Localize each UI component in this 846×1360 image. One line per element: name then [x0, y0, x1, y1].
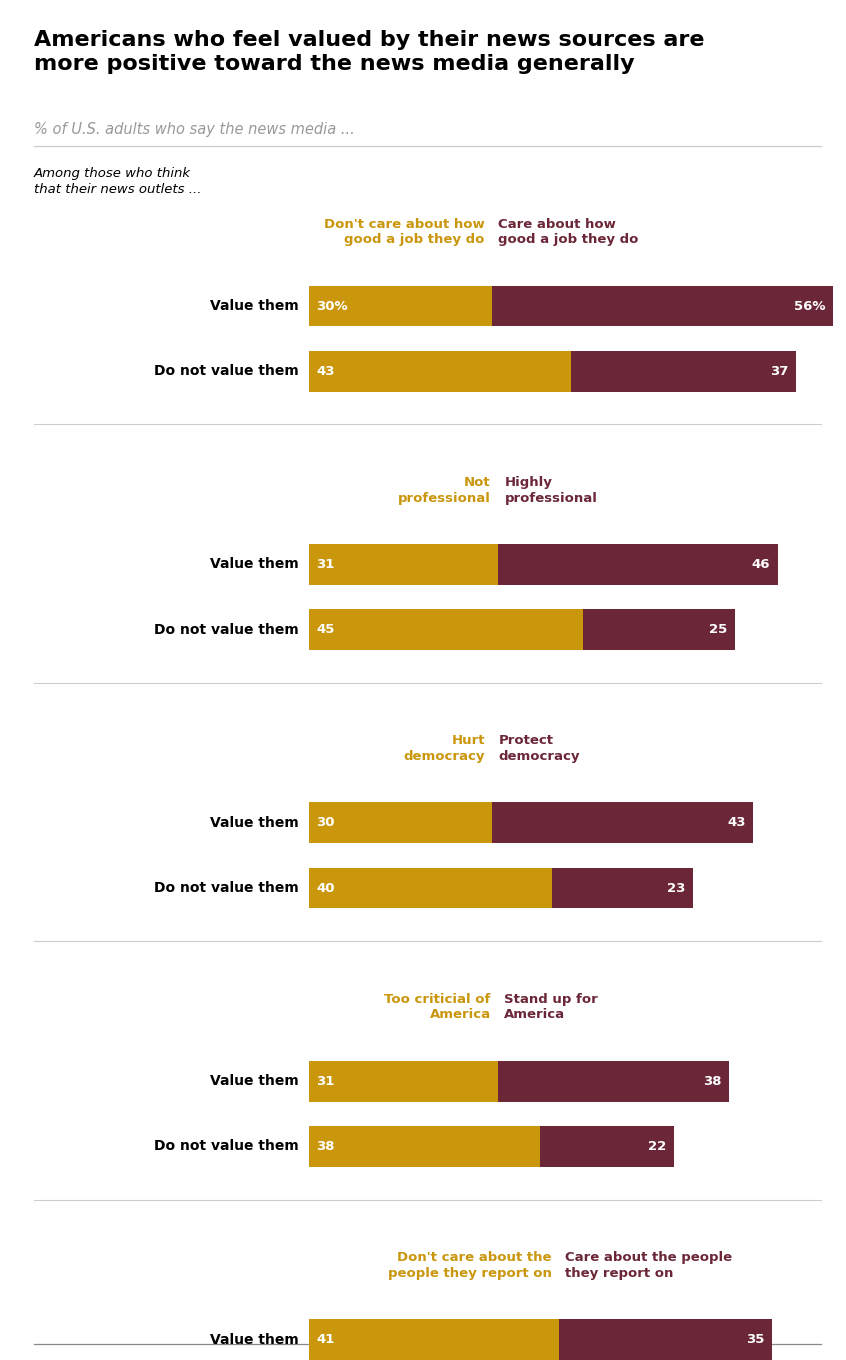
Text: Value them: Value them — [210, 1333, 299, 1346]
Bar — [309, 1126, 541, 1167]
Bar — [309, 609, 583, 650]
Text: 38: 38 — [703, 1074, 722, 1088]
Text: Value them: Value them — [210, 299, 299, 313]
Text: Americans who feel valued by their news sources are
more positive toward the new: Americans who feel valued by their news … — [34, 30, 705, 73]
Bar — [309, 802, 492, 843]
Text: Do not value them: Do not value them — [154, 364, 299, 378]
Text: % of U.S. adults who say the news media ...: % of U.S. adults who say the news media … — [34, 122, 354, 137]
Bar — [541, 1126, 674, 1167]
Text: Too criticial of
America: Too criticial of America — [384, 993, 491, 1021]
Bar — [309, 868, 552, 908]
Bar — [492, 802, 754, 843]
Text: 46: 46 — [752, 558, 770, 571]
Text: Do not value them: Do not value them — [154, 1140, 299, 1153]
Text: Don't care about the
people they report on: Don't care about the people they report … — [387, 1251, 552, 1280]
Bar — [492, 286, 832, 326]
Text: 56%: 56% — [794, 299, 825, 313]
Text: Care about how
good a job they do: Care about how good a job they do — [498, 218, 639, 246]
Bar — [497, 1061, 729, 1102]
Bar — [309, 544, 497, 585]
Bar — [558, 1319, 772, 1360]
Text: Don't care about how
good a job they do: Don't care about how good a job they do — [324, 218, 485, 246]
Text: 38: 38 — [316, 1140, 335, 1153]
Bar — [309, 351, 571, 392]
Text: 30%: 30% — [316, 299, 348, 313]
Text: Stand up for
America: Stand up for America — [504, 993, 598, 1021]
Text: 41: 41 — [316, 1333, 335, 1346]
Text: 25: 25 — [709, 623, 728, 636]
Text: Value them: Value them — [210, 558, 299, 571]
Text: 31: 31 — [316, 1074, 335, 1088]
Bar — [583, 609, 735, 650]
Text: Value them: Value them — [210, 816, 299, 830]
Bar — [309, 1319, 558, 1360]
Text: 30: 30 — [316, 816, 335, 830]
Text: Not
professional: Not professional — [398, 476, 491, 505]
Text: 35: 35 — [745, 1333, 764, 1346]
Text: 23: 23 — [667, 881, 685, 895]
Text: 45: 45 — [316, 623, 335, 636]
Bar — [497, 544, 777, 585]
Text: Do not value them: Do not value them — [154, 881, 299, 895]
Text: 43: 43 — [728, 816, 746, 830]
Bar — [309, 1061, 497, 1102]
Text: Among those who think
that their news outlets ...: Among those who think that their news ou… — [34, 167, 201, 196]
Text: Do not value them: Do not value them — [154, 623, 299, 636]
Text: 22: 22 — [648, 1140, 667, 1153]
Text: 43: 43 — [316, 364, 335, 378]
Text: Value them: Value them — [210, 1074, 299, 1088]
Bar — [571, 351, 796, 392]
Text: Hurt
democracy: Hurt democracy — [404, 734, 485, 763]
Text: Protect
democracy: Protect democracy — [498, 734, 580, 763]
Text: 31: 31 — [316, 558, 335, 571]
Text: 37: 37 — [770, 364, 788, 378]
Bar — [552, 868, 693, 908]
Text: 40: 40 — [316, 881, 335, 895]
Text: Highly
professional: Highly professional — [504, 476, 597, 505]
Text: Care about the people
they report on: Care about the people they report on — [565, 1251, 733, 1280]
Bar — [309, 286, 492, 326]
